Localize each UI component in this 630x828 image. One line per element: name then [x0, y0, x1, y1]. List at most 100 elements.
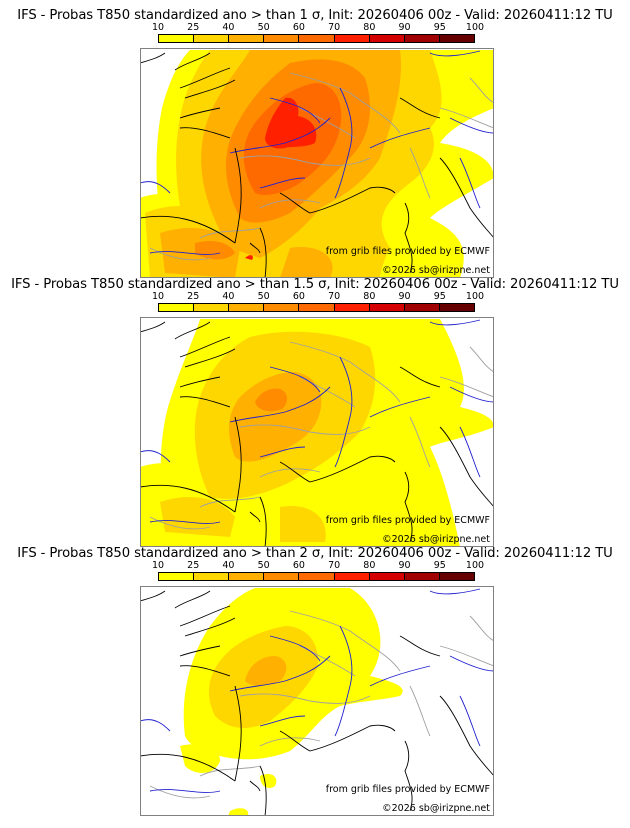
river-line [140, 719, 171, 732]
river-line [229, 386, 331, 423]
colorbar-segment [334, 304, 370, 311]
chart-title: IFS - Probas T850 standardized ano > tha… [17, 8, 613, 23]
border-line [149, 516, 211, 530]
colorbar-tick-label: 25 [187, 560, 200, 571]
river-line [269, 366, 321, 393]
coastline [140, 590, 166, 602]
border-line [299, 645, 356, 677]
colorbar-tick-label: 90 [398, 560, 411, 571]
coastline [174, 321, 236, 368]
chart-panel-3: IFS - Probas T850 standardized ano > tha… [0, 546, 630, 816]
coastline [179, 127, 231, 139]
coastline [279, 724, 396, 752]
colorbar-segment [439, 35, 474, 42]
coastline [179, 645, 221, 657]
colorbar [158, 572, 475, 581]
river-line [369, 665, 431, 687]
probability-band-40 [245, 656, 287, 686]
colorbar-segment [194, 573, 230, 580]
colorbar-segment [299, 304, 335, 311]
coastline [249, 242, 261, 254]
colorbar-tick-label: 80 [363, 291, 376, 302]
border-line [289, 610, 401, 672]
probability-band-40 [228, 372, 322, 462]
colorbar-tick-label: 70 [328, 291, 341, 302]
colorbar-tick-label: 50 [257, 22, 270, 33]
river-line [140, 181, 171, 194]
coastline [404, 202, 413, 274]
colorbar-segment [369, 35, 405, 42]
map-canvas: from grib files provided by ECMWF ©2026 s… [140, 586, 494, 816]
river-line [334, 625, 353, 737]
river-line [229, 655, 331, 692]
colorbar-segment [369, 304, 405, 311]
colorbar-tick-label: 10 [151, 560, 165, 571]
colorbar-tick-label: 60 [292, 291, 305, 302]
coastline [404, 471, 413, 543]
border-line [239, 155, 371, 166]
colorbar-segment [229, 573, 265, 580]
border-line [239, 693, 371, 704]
source-credit: from grib files provided by ECMWF [326, 246, 490, 257]
coastline [179, 665, 231, 677]
colorbar-segment [229, 35, 265, 42]
map-canvas: from grib files provided by ECMWF ©2026 s… [140, 48, 494, 278]
colorbar-segment [439, 304, 474, 311]
colorbar-tick-label: 40 [222, 22, 235, 33]
colorbar-ticks: 10 25 40 50 60 70 80 90 95 100 [0, 291, 630, 302]
river-line [429, 319, 494, 403]
river-line [334, 87, 353, 199]
coastline [249, 511, 261, 523]
colorbar-segment [159, 573, 195, 580]
river-line [269, 635, 321, 662]
colorbar-tick-label: 100 [465, 291, 485, 302]
coastline [404, 740, 413, 812]
colorbar-tick-label: 100 [465, 22, 485, 33]
border-line [239, 424, 371, 435]
colorbar-tick-label: 25 [187, 22, 200, 33]
coastline [140, 52, 166, 64]
chart-title: IFS - Probas T850 standardized ano > tha… [17, 546, 613, 561]
colorbar [158, 303, 475, 312]
colorbar-ticks: 10 25 40 50 60 70 80 90 95 100 [0, 560, 630, 571]
colorbar-segment [404, 573, 440, 580]
colorbar-tick-label: 10 [151, 291, 165, 302]
coastline [234, 147, 242, 244]
probability-map: from grib files provided by ECMWF ©2026 s… [140, 586, 494, 816]
colorbar-segment [264, 573, 300, 580]
coastline [140, 753, 236, 782]
river-line [149, 520, 221, 524]
river-line [259, 715, 306, 727]
coastline [174, 590, 236, 637]
border-line [409, 147, 431, 199]
coastline [174, 52, 236, 99]
probability-map: from grib files provided by ECMWF ©2026 s… [140, 317, 494, 547]
colorbar [158, 34, 475, 43]
river-line [459, 695, 481, 747]
colorbar-segment [299, 573, 335, 580]
colorbar-segment [404, 304, 440, 311]
coastline [179, 107, 221, 119]
copyright-credit: ©2026 sb@irizpne.net [382, 534, 490, 545]
border-line [289, 341, 401, 403]
river-line [459, 426, 481, 478]
coastline [140, 321, 166, 333]
river-line [149, 251, 221, 255]
colorbar-segment [334, 35, 370, 42]
border-line [439, 376, 494, 398]
border-line [199, 227, 261, 239]
colorbar-tick-label: 95 [433, 291, 446, 302]
border-line [149, 247, 211, 261]
colorbar-tick-label: 80 [363, 22, 376, 33]
colorbar-tick-label: 50 [257, 291, 270, 302]
colorbar-tick-label: 40 [222, 560, 235, 571]
border-line [199, 496, 261, 508]
border-line [199, 765, 261, 777]
border-line [149, 785, 211, 799]
colorbar-segment [369, 573, 405, 580]
river-line [369, 396, 431, 418]
colorbar-segment [264, 304, 300, 311]
border-line [439, 107, 494, 129]
colorbar-segment [264, 35, 300, 42]
colorbar-tick-label: 40 [222, 291, 235, 302]
